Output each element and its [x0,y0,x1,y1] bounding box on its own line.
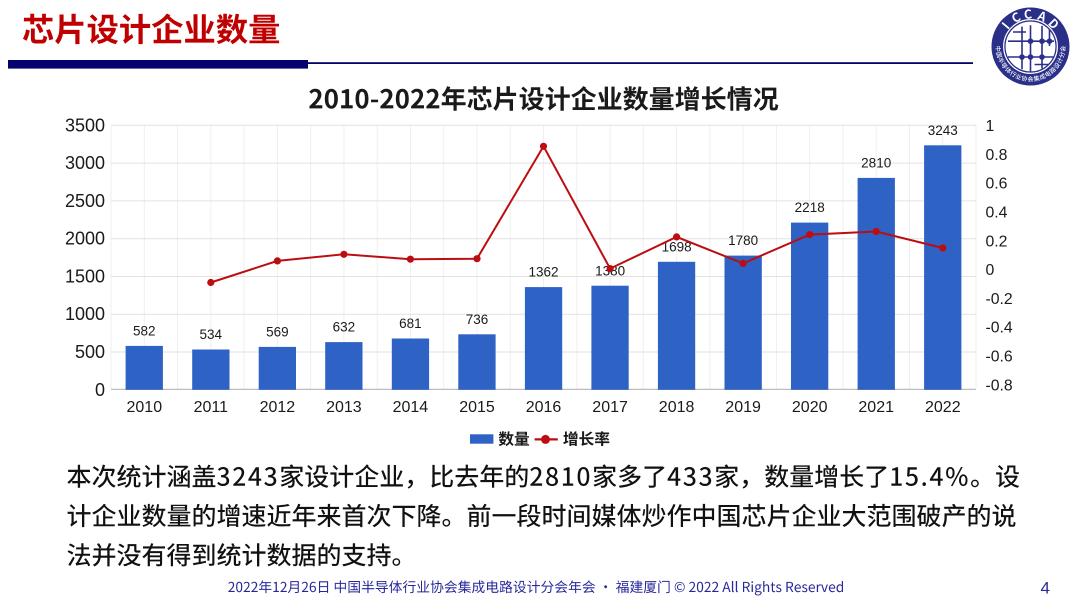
svg-text:2011: 2011 [194,399,229,416]
svg-text:3243: 3243 [928,123,958,138]
svg-text:2019: 2019 [725,399,761,416]
svg-text:4: 4 [1041,579,1050,598]
svg-text:569: 569 [266,325,289,340]
svg-text:1362: 1362 [528,265,558,280]
svg-text:2000: 2000 [65,229,105,249]
svg-text:2013: 2013 [326,399,362,416]
svg-text:1500: 1500 [65,267,105,287]
svg-text:2014: 2014 [393,399,429,416]
svg-text:0.4: 0.4 [986,205,1008,222]
svg-text:2500: 2500 [65,191,105,211]
svg-text:632: 632 [333,320,356,335]
svg-text:-0.4: -0.4 [986,320,1013,337]
svg-text:2218: 2218 [795,200,825,215]
svg-text:681: 681 [399,316,422,331]
svg-text:582: 582 [133,324,156,339]
svg-text:500: 500 [75,342,105,362]
svg-text:1000: 1000 [65,304,105,324]
svg-text:-0.6: -0.6 [986,349,1013,366]
svg-text:2018: 2018 [659,399,695,416]
svg-text:736: 736 [466,312,489,327]
svg-text:-0.8: -0.8 [986,377,1013,394]
svg-text:2810: 2810 [861,156,891,171]
svg-text:-0.2: -0.2 [986,291,1013,308]
svg-text:2022: 2022 [925,399,961,416]
svg-text:1698: 1698 [662,239,692,254]
svg-text:3500: 3500 [65,115,105,135]
svg-text:2020: 2020 [792,399,828,416]
svg-text:2010: 2010 [127,399,163,416]
svg-text:0: 0 [95,380,105,400]
svg-text:2017: 2017 [592,399,628,416]
svg-text:1780: 1780 [728,233,758,248]
svg-text:1: 1 [986,118,995,135]
svg-text:2016: 2016 [526,399,562,416]
svg-text:2021: 2021 [858,399,894,416]
svg-text:3000: 3000 [65,153,105,173]
svg-text:2012: 2012 [260,399,296,416]
svg-text:534: 534 [200,327,223,342]
svg-text:0.2: 0.2 [986,233,1008,250]
svg-text:2015: 2015 [459,399,495,416]
svg-text:0: 0 [986,262,995,279]
svg-text:0.8: 0.8 [986,147,1008,164]
svg-text:0.6: 0.6 [986,176,1008,193]
